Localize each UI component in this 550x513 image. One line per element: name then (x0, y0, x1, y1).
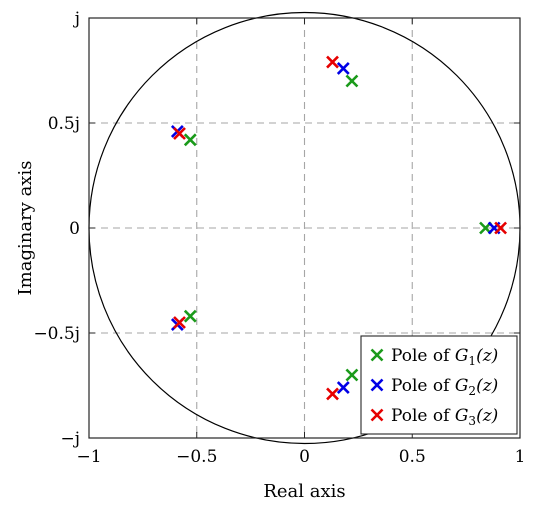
pole-markers (170, 55, 508, 401)
y-axis-title: Imaginary axis (15, 161, 36, 296)
pole-marker-series-1 (183, 133, 197, 147)
legend-variable: G (455, 376, 469, 396)
legend-argument: (z) (476, 346, 498, 366)
pole-marker-series-3 (173, 316, 186, 329)
x-tick-label: −0.5 (176, 447, 217, 467)
y-tick-labels: j 0.5j 0 −0.5j −j (33, 9, 80, 449)
legend-subscript: 3 (468, 414, 476, 428)
pole-marker-series-3 (326, 387, 339, 401)
legend-variable: G (455, 406, 469, 426)
legend-prefix: Pole of (391, 406, 455, 426)
x-axis-title: Real axis (263, 481, 345, 502)
legend-prefix: Pole of (391, 376, 455, 396)
y-tick-label: 0.5j (48, 114, 80, 134)
pole-marker-series-2 (336, 381, 350, 395)
pole-marker-series-3 (326, 55, 339, 69)
x-tick-label: 0.5 (399, 447, 426, 467)
y-tick-label: j (73, 9, 80, 29)
legend-argument: (z) (476, 406, 498, 426)
legend-marker-series-1 (370, 348, 384, 362)
plot-frame (88, 17, 521, 439)
legend: Pole of G1(z)Pole of G2(z)Pole of G3(z) (360, 335, 518, 435)
x-tick-labels: −1 −0.5 0 0.5 1 (76, 447, 525, 467)
legend-marker-series-2 (370, 378, 384, 392)
legend-entry: Pole of G2(z) (391, 376, 498, 398)
pole-marker-series-1 (345, 368, 359, 382)
y-tick-label: −0.5j (33, 324, 80, 344)
x-tick-label: 1 (515, 447, 526, 467)
legend-box (360, 335, 518, 435)
pole-marker-series-1 (183, 309, 197, 323)
y-tick-label: 0 (69, 219, 80, 239)
pole-marker-series-1 (345, 74, 359, 88)
y-tick-label: −j (60, 429, 80, 449)
legend-subscript: 2 (468, 384, 476, 398)
pole-marker-series-2 (336, 61, 350, 75)
legend-entry: Pole of G1(z) (391, 346, 498, 368)
legend-prefix: Pole of (391, 346, 455, 366)
x-tick-label: −1 (76, 447, 101, 467)
legend-variable: G (455, 346, 469, 366)
legend-entry: Pole of G3(z) (391, 406, 498, 428)
legend-marker-series-3 (370, 408, 384, 422)
pole-marker-series-3 (494, 221, 508, 235)
legend-argument: (z) (476, 376, 498, 396)
x-tick-label: 0 (299, 447, 310, 467)
pole-marker-series-3 (173, 127, 186, 140)
legend-subscript: 1 (468, 354, 476, 368)
